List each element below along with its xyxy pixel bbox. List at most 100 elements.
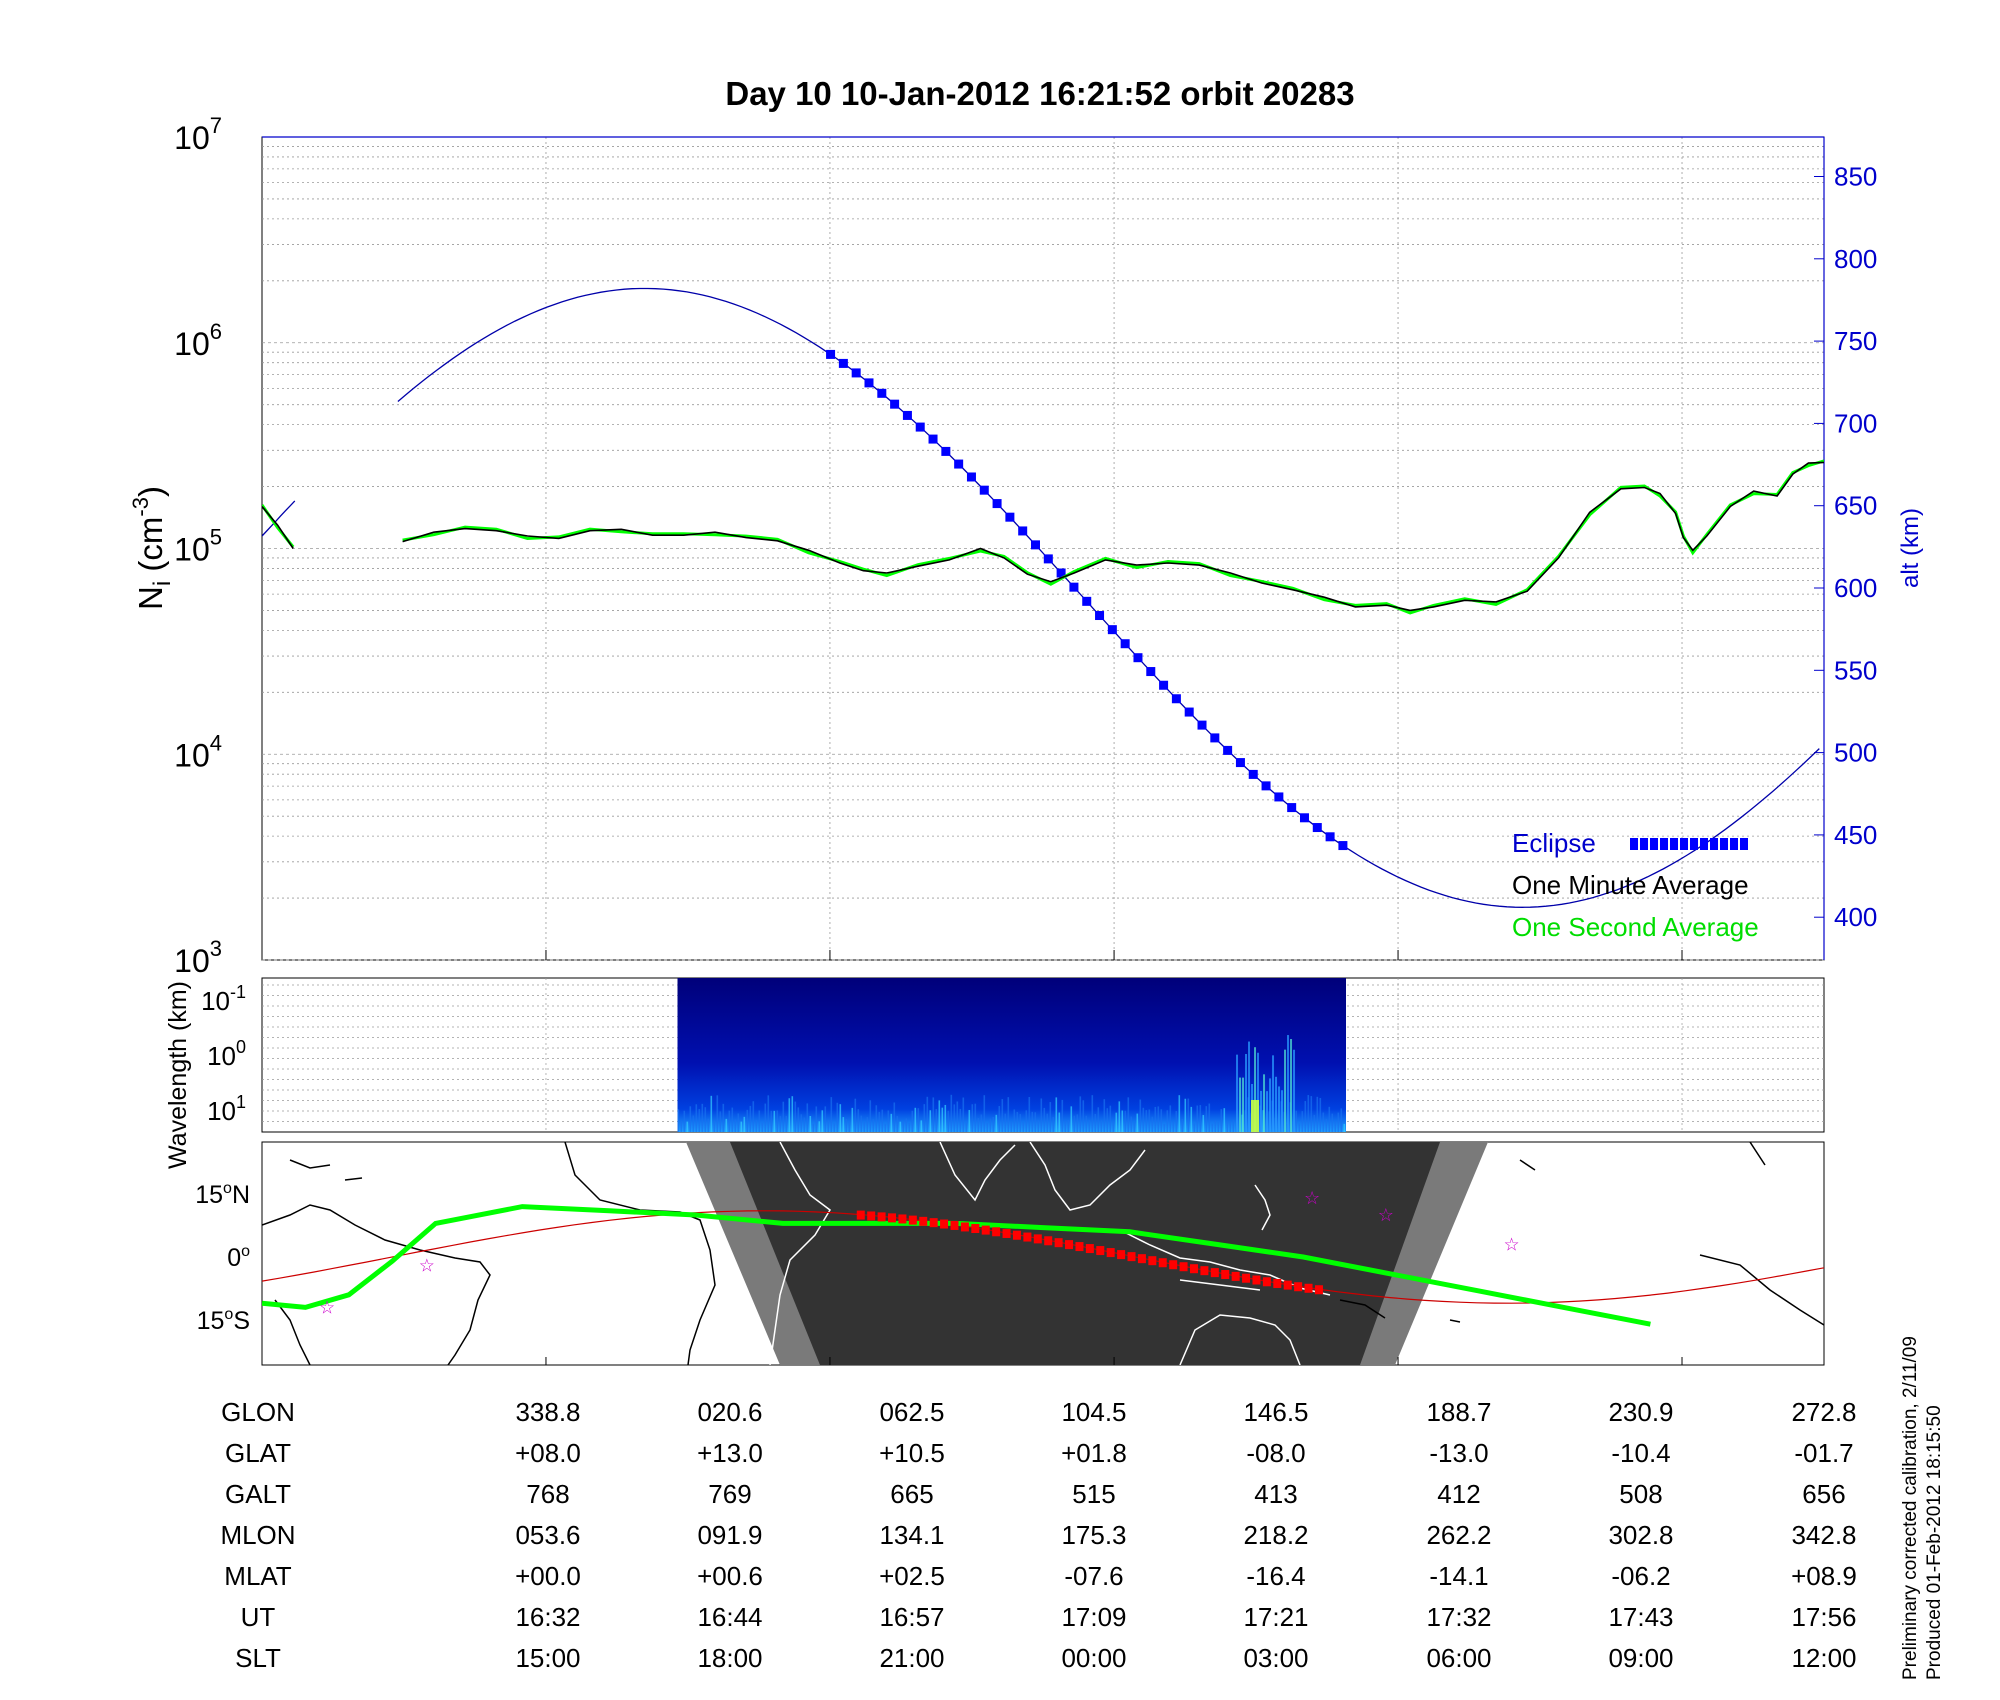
spectrogram-streak xyxy=(956,1101,959,1132)
spectrogram-streak xyxy=(1184,1098,1187,1132)
lat-hemisphere: N xyxy=(232,1181,250,1209)
spectrogram-streak xyxy=(965,1122,968,1132)
spectrogram-bright-streak xyxy=(1245,1053,1248,1132)
ephemeris-table: GLON 338.8 020.6 062.5 104.5 146.5 188.7 230.9 2… xyxy=(220,1397,1856,1673)
spectrogram-streak xyxy=(911,1110,914,1132)
spectrogram-streak xyxy=(770,1110,773,1132)
eclipse-track-mark xyxy=(1242,1273,1251,1283)
eclipse-marker xyxy=(1235,758,1245,768)
spectrogram-streak xyxy=(1076,1114,1079,1132)
density-y-label-unit: (cm xyxy=(132,517,169,572)
ephemeris-cell: 16:57 xyxy=(879,1602,944,1632)
altitude-tick-label: 550 xyxy=(1834,655,1877,685)
spectrogram-streak xyxy=(1229,1121,1232,1132)
eclipse-marker xyxy=(1299,813,1309,823)
ephemeris-cell: 412 xyxy=(1437,1479,1480,1509)
ephemeris-cell: 062.5 xyxy=(879,1397,944,1427)
spectrogram-streak xyxy=(908,1123,911,1132)
spectrogram-streak xyxy=(1298,1123,1301,1132)
eclipse-track-mark xyxy=(908,1215,917,1225)
spectrogram-streak xyxy=(941,1107,944,1132)
eclipse-track-mark xyxy=(1023,1232,1032,1242)
altitude-tick-label: 450 xyxy=(1834,820,1877,850)
spectrogram-streak xyxy=(1154,1106,1157,1132)
ephemeris-cell: 302.8 xyxy=(1608,1520,1673,1550)
spectrogram-streak xyxy=(1046,1113,1049,1132)
map-y-tick-label: 15oN xyxy=(195,1180,250,1209)
ephemeris-cell: 175.3 xyxy=(1061,1520,1126,1550)
eclipse-marker xyxy=(877,388,887,398)
eclipse-track-mark xyxy=(1075,1242,1084,1252)
spectrogram-streak xyxy=(1223,1108,1226,1132)
spectrogram-streak xyxy=(821,1110,824,1132)
map-y-tick-label: 0o xyxy=(227,1243,250,1272)
spectrogram-streak xyxy=(812,1123,815,1132)
spectrogram-streak xyxy=(1304,1101,1307,1132)
eclipse-track-mark xyxy=(919,1216,928,1226)
spectrogram-streak xyxy=(731,1107,734,1132)
spectrogram-streak xyxy=(1106,1108,1109,1132)
spectrogram-streak xyxy=(1082,1100,1085,1132)
map-star-marker: ☆ xyxy=(419,1255,435,1275)
footnote: Preliminary corrected calibration, 2/11/… xyxy=(1900,1336,1945,1680)
spectrogram-streak xyxy=(743,1116,746,1132)
legend-eclipse-swatch xyxy=(1630,838,1748,850)
legend-eclipse-dash xyxy=(1650,838,1658,850)
spectrogram-streak xyxy=(830,1097,833,1132)
spectrogram-y-label: Wavelength (km) xyxy=(164,981,192,1169)
eclipse-track-mark xyxy=(1252,1275,1261,1285)
eclipse-marker xyxy=(838,358,848,368)
ephemeris-cell: 03:00 xyxy=(1243,1643,1308,1673)
spectrogram-streak xyxy=(836,1102,839,1132)
spectrogram-streak xyxy=(1301,1111,1304,1132)
spectrogram-streak xyxy=(1103,1099,1106,1132)
altitude-y-ticks: 400 450 500 550 600 650 700 750 800 850 xyxy=(1814,162,1877,932)
spectrogram-streak xyxy=(1187,1098,1190,1132)
legend-eclipse-dash xyxy=(1670,838,1678,850)
tick-base: 10 xyxy=(201,986,230,1016)
eclipse-markers xyxy=(826,349,1348,851)
map-stars: ☆ ☆ ☆ ☆ ☆ xyxy=(319,1188,1520,1317)
spectrogram-streak xyxy=(734,1119,737,1132)
ephemeris-cell: +02.5 xyxy=(879,1561,945,1591)
ephemeris-cell: -13.0 xyxy=(1429,1438,1488,1468)
eclipse-track-mark xyxy=(867,1211,876,1221)
spectrogram-streak xyxy=(992,1117,995,1132)
ephemeris-cell: +10.5 xyxy=(879,1438,945,1468)
eclipse-track-mark xyxy=(1148,1256,1157,1266)
spectrogram-y-tick-label: 10-1 xyxy=(201,982,246,1016)
eclipse-track-mark xyxy=(1137,1254,1146,1264)
eclipse-track-mark xyxy=(888,1213,897,1223)
spectrogram-streak xyxy=(710,1095,713,1132)
spectrogram-streak xyxy=(1127,1097,1130,1132)
spectrogram-streak xyxy=(1337,1112,1340,1132)
spectrogram-streak xyxy=(809,1115,812,1132)
spectrogram-streak xyxy=(902,1121,905,1132)
spectrogram-streak xyxy=(1169,1105,1172,1132)
eclipse-marker xyxy=(915,422,925,432)
spectrogram-bright-streak xyxy=(1290,1039,1293,1132)
spectrogram-streak xyxy=(1343,1123,1346,1132)
eclipse-marker xyxy=(1095,611,1105,621)
eclipse-track-mark xyxy=(1158,1258,1167,1268)
spectrogram-streak xyxy=(797,1107,800,1132)
spectrogram-streak xyxy=(887,1110,890,1132)
eclipse-marker xyxy=(1274,792,1284,802)
eclipse-track-mark xyxy=(960,1222,969,1232)
spectrogram-streak xyxy=(1025,1110,1028,1132)
spectrogram-streak xyxy=(1148,1109,1151,1132)
spectrogram-bright-streak xyxy=(1257,1052,1260,1132)
spectrogram-streak xyxy=(698,1109,701,1132)
density-y-tick-label: 105 xyxy=(174,525,222,568)
eclipse-track-mark xyxy=(1221,1270,1230,1280)
spectrogram-streak xyxy=(1007,1097,1010,1132)
ephemeris-cell: 15:00 xyxy=(515,1643,580,1673)
ephemeris-cell: 17:09 xyxy=(1061,1602,1126,1632)
density-y-label-sub: i xyxy=(149,581,176,586)
ephemeris-cell: 00:00 xyxy=(1061,1643,1126,1673)
tick-exp: 5 xyxy=(210,525,222,550)
eclipse-track xyxy=(856,1210,1323,1295)
ephemeris-cell: +00.0 xyxy=(515,1561,581,1591)
spectrogram-streak xyxy=(971,1104,974,1132)
spectrogram-streak xyxy=(1211,1123,1214,1132)
